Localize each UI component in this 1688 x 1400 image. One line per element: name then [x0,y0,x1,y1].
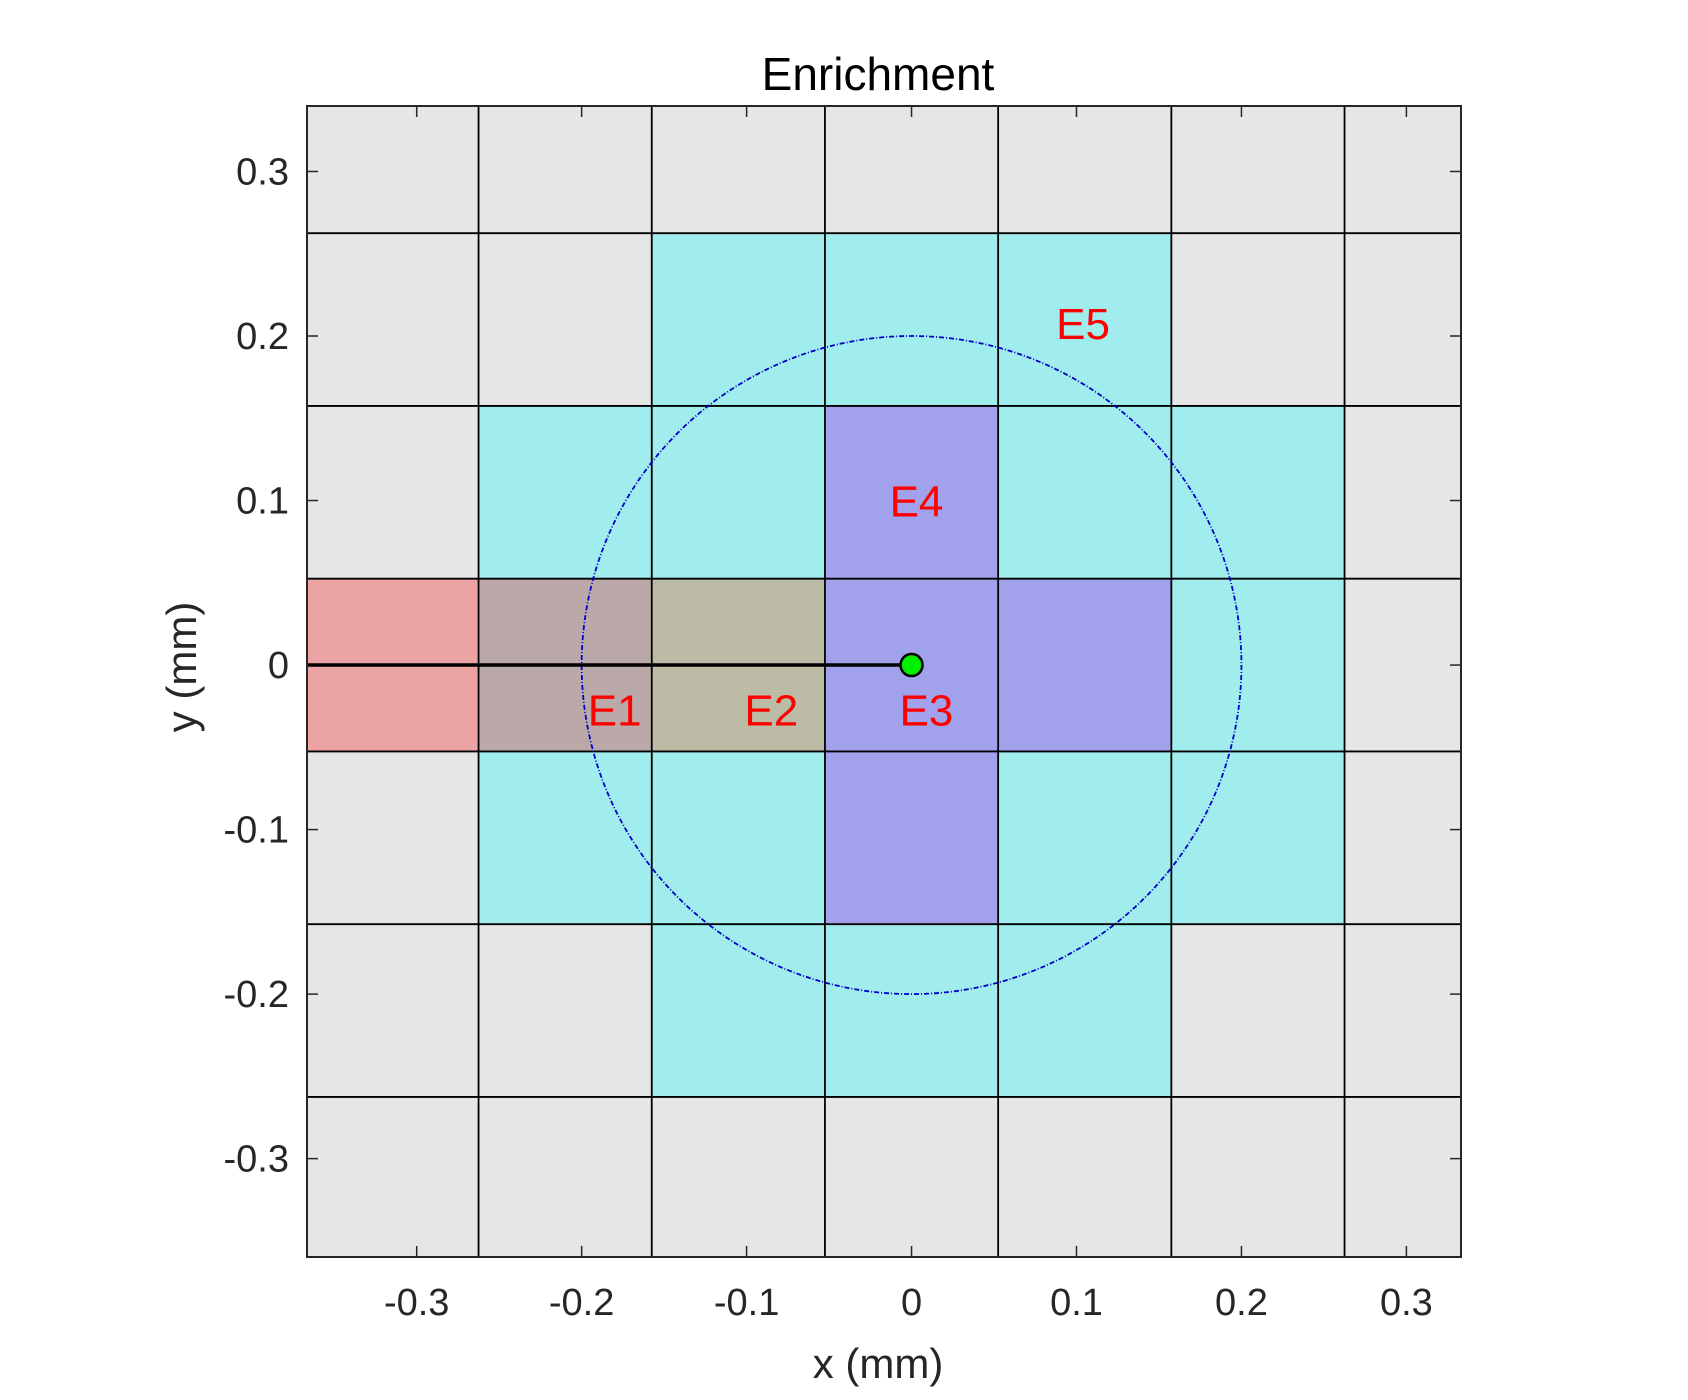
cell-none [478,106,652,234]
overlay-layer [306,105,1462,1258]
cell-none [998,106,1172,234]
cell-e3 [824,751,999,925]
cell-none [307,924,479,1097]
x-tick-label: -0.3 [384,1282,449,1324]
cell-none [1344,233,1461,406]
region-label-e1: E1 [588,686,642,735]
y-tick-label: -0.3 [224,1139,289,1181]
cell-none [307,1096,479,1257]
cell-e5 [824,233,999,406]
cell-e5 [1171,751,1345,925]
cell-none [307,405,479,579]
x-tick-label: 0.2 [1215,1282,1268,1324]
cell-none [1344,924,1461,1097]
y-tick-label: 0 [268,645,289,687]
cell-e5 [1171,578,1345,752]
cell-e5 [998,233,1172,406]
x-tick-label: 0.3 [1380,1282,1433,1324]
cell-e5 [478,405,652,579]
cell-none [1171,233,1345,406]
y-axis-title: y (mm) [158,602,205,733]
cell-e5 [651,405,825,579]
cell-none [1344,578,1461,752]
chart-title: Enrichment [762,48,995,100]
cell-e5 [1171,405,1345,579]
y-tick-label: 0.3 [236,151,289,193]
region-label-e2: E2 [744,686,798,735]
cell-e5 [478,751,652,925]
cell-none [1171,1096,1345,1257]
crack-tip-marker [899,652,924,678]
x-tick-label: -0.2 [549,1282,614,1324]
cell-none [998,1096,1172,1257]
y-tick-label: -0.1 [224,810,289,852]
cell-none [478,1096,652,1257]
cell-none [478,924,652,1097]
cell-e5 [998,924,1172,1097]
ticks-layer: -0.3 -0.2 -0.1 0 0.1 0.2 0.3 -0.3 -0.2 -0.1 0 0.1 0.… [224,106,1461,1324]
x-tick-label: 0 [901,1282,922,1324]
x-tick-label: 0.1 [1050,1282,1103,1324]
region-label-e3: E3 [899,686,953,735]
cell-e5 [651,924,825,1097]
region-labels-layer: E1 E2 E3 E4 E5 [588,300,1110,736]
cell-none [1344,1096,1461,1257]
cell-e5 [651,233,825,406]
cell-none [1171,924,1345,1097]
cell-none [307,751,479,925]
cell-none [1344,405,1461,579]
plot-area-frame [306,105,1462,1258]
cell-none [478,233,652,406]
cell-none [651,106,825,234]
y-tick-label: -0.2 [224,974,289,1016]
y-tick-label: 0.1 [236,481,289,523]
cell-none [651,1096,825,1257]
cell-e5 [998,751,1172,925]
cell-none [824,1096,999,1257]
cell-e3 [824,405,999,579]
y-tick-label: 0.2 [236,316,289,358]
cell-e3 [998,578,1172,752]
region-label-e4: E4 [890,478,944,527]
cell-e5 [998,405,1172,579]
cell-e5 [651,751,825,925]
cell-none [1344,751,1461,925]
cells-layer [307,106,1461,1257]
region-label-e5: E5 [1056,300,1110,349]
cell-none [1171,106,1345,234]
cell-none [1344,106,1461,234]
cell-none [307,233,479,406]
cell-none [307,106,479,234]
cell-e5 [824,924,999,1097]
x-axis-title: x (mm) [813,1340,944,1387]
cell-none [824,106,999,234]
x-tick-label: -0.1 [714,1282,779,1324]
